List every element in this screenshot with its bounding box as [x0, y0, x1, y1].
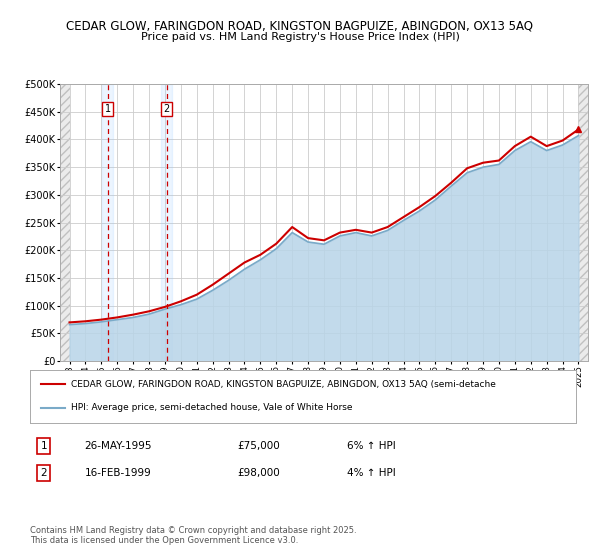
- Text: £75,000: £75,000: [238, 441, 280, 451]
- Text: 1: 1: [40, 441, 47, 451]
- Bar: [102, 84, 113, 361]
- Bar: [578, 84, 588, 361]
- Text: Contains HM Land Registry data © Crown copyright and database right 2025.
This d: Contains HM Land Registry data © Crown c…: [30, 526, 356, 545]
- Text: CEDAR GLOW, FARINGDON ROAD, KINGSTON BAGPUIZE, ABINGDON, OX13 5AQ (semi-detache: CEDAR GLOW, FARINGDON ROAD, KINGSTON BAG…: [71, 380, 496, 389]
- Text: 2: 2: [40, 468, 47, 478]
- Text: 6% ↑ HPI: 6% ↑ HPI: [347, 441, 395, 451]
- Bar: [161, 84, 172, 361]
- Text: CEDAR GLOW, FARINGDON ROAD, KINGSTON BAGPUIZE, ABINGDON, OX13 5AQ: CEDAR GLOW, FARINGDON ROAD, KINGSTON BAG…: [67, 20, 533, 32]
- Text: 4% ↑ HPI: 4% ↑ HPI: [347, 468, 395, 478]
- Text: HPI: Average price, semi-detached house, Vale of White Horse: HPI: Average price, semi-detached house,…: [71, 403, 352, 412]
- Text: 2: 2: [163, 104, 170, 114]
- Text: Price paid vs. HM Land Registry's House Price Index (HPI): Price paid vs. HM Land Registry's House …: [140, 32, 460, 43]
- Text: 1: 1: [104, 104, 111, 114]
- Text: 16-FEB-1999: 16-FEB-1999: [85, 468, 151, 478]
- Text: 26-MAY-1995: 26-MAY-1995: [85, 441, 152, 451]
- Text: £98,000: £98,000: [238, 468, 280, 478]
- Bar: [60, 84, 70, 361]
